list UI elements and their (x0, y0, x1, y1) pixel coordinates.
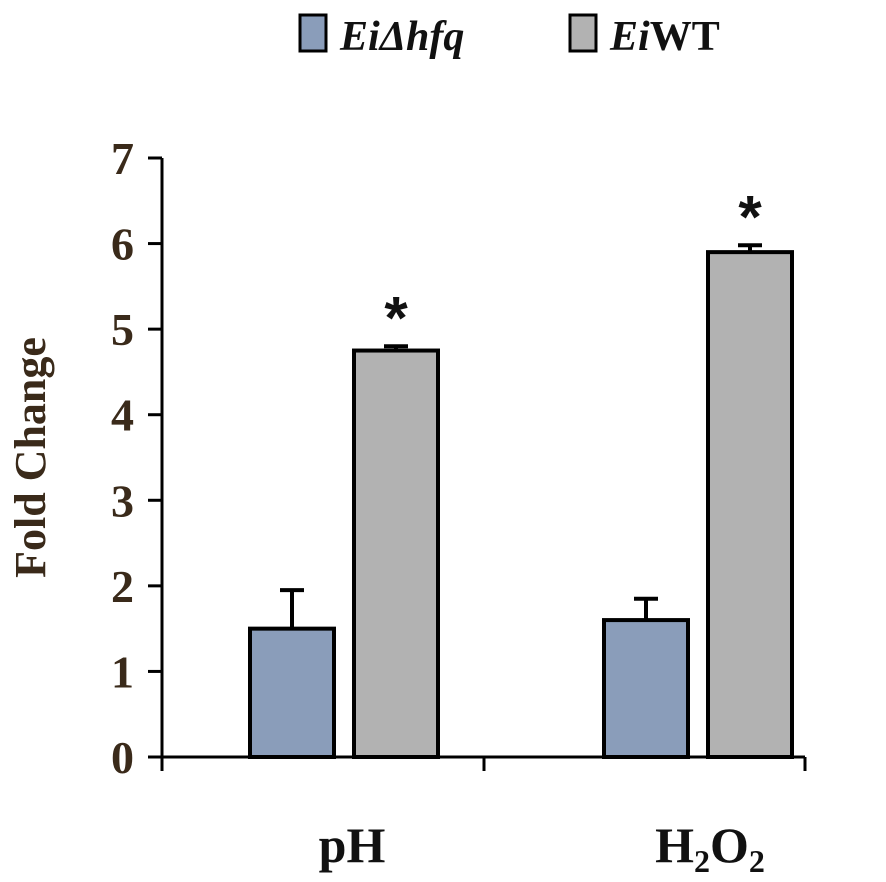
significance-marker: * (738, 183, 762, 250)
bar (706, 250, 794, 759)
y-tick-label: 4 (111, 390, 134, 441)
bars: ** (248, 183, 794, 760)
y-tick-label: 1 (111, 646, 134, 697)
legend-swatch (298, 13, 328, 53)
bar (248, 626, 336, 760)
y-tick-label: 2 (111, 561, 134, 612)
legend-swatch (568, 13, 598, 53)
y-tick-label: 0 (111, 732, 134, 783)
x-category-label: pH (319, 817, 386, 873)
legend-label: EiWT (609, 14, 720, 60)
y-tick-label: 3 (111, 475, 134, 526)
y-axis-title: Fold Change (6, 337, 55, 578)
x-axis-labels: pH H2O2 (319, 817, 765, 879)
y-tick-label: 7 (111, 133, 134, 184)
axes: 0 1 2 3 4 5 6 7 (111, 133, 807, 783)
y-tick-label: 6 (111, 219, 134, 270)
y-tick-label: 5 (111, 304, 134, 355)
x-category-label: H2O2 (655, 817, 765, 879)
legend-label: EiΔhfq (339, 14, 464, 60)
legend: EiΔhfq EiWT (298, 13, 720, 60)
bar (352, 348, 440, 759)
significance-marker: * (384, 284, 408, 351)
bar (602, 618, 690, 759)
